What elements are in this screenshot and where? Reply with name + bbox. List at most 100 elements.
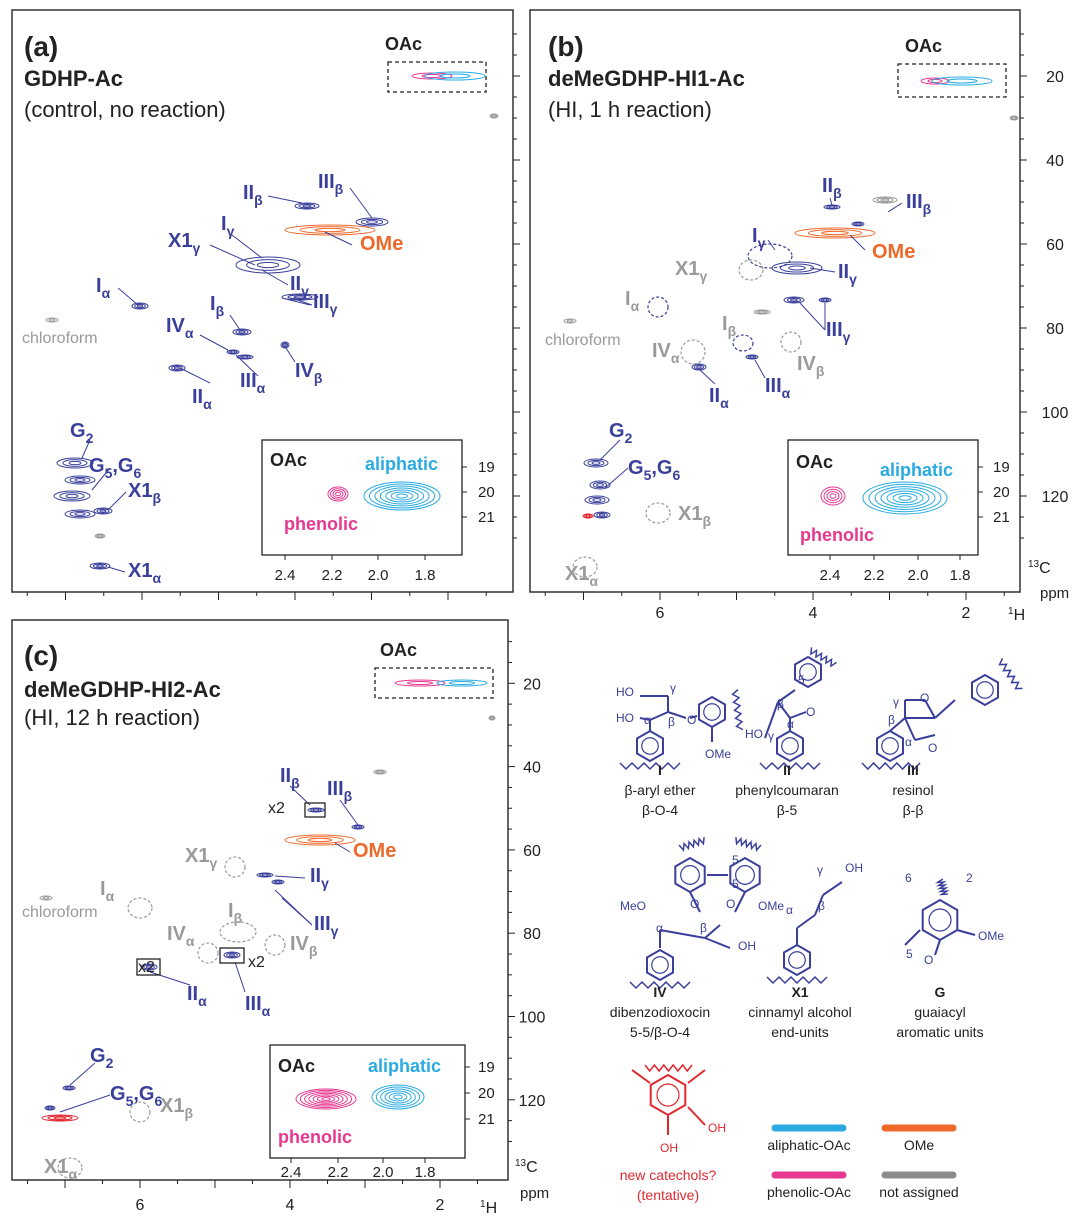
contour-peak [749, 355, 755, 359]
contour-peak [1009, 115, 1019, 121]
inset-title: OAc [270, 450, 307, 470]
contour-peak [390, 491, 414, 501]
label-part: III [765, 375, 782, 397]
inset-frame [787, 439, 979, 556]
inset-x-tick: 2.4 [820, 567, 841, 584]
contour-peak [820, 486, 846, 506]
contour-peak [92, 563, 108, 569]
contour-peak [855, 222, 861, 226]
panel-label: (b) [548, 31, 584, 62]
contour-peak [307, 807, 325, 813]
x-tick-label: 6 [136, 1197, 145, 1214]
label-part: X1 [565, 563, 589, 585]
label-part: III [240, 370, 257, 392]
contour-peak [275, 880, 281, 884]
contour-peak [47, 1106, 53, 1110]
subscript: β [314, 370, 323, 386]
contour-peak [99, 509, 107, 513]
wavy-bond [644, 1063, 693, 1073]
contour-peak [283, 343, 287, 347]
legend-label: phenolic-OAc [767, 1184, 851, 1200]
leader-line [107, 566, 126, 573]
label-part: II [709, 385, 720, 407]
wavy-bond [810, 647, 837, 668]
contour-peak [374, 485, 430, 507]
atom-label: 5 [798, 673, 805, 687]
contour-peak [235, 329, 249, 335]
dashed-circle [780, 331, 802, 353]
peak-label: X1α [44, 1156, 77, 1182]
contour-peak [41, 1114, 79, 1122]
atom-label: O [690, 897, 699, 911]
structure-name: dibenzodioxocin [610, 1004, 710, 1020]
contour-peak [375, 1086, 421, 1108]
atom-label: OH [845, 861, 863, 875]
peak-label: X1β [160, 1095, 193, 1121]
leader-line [179, 367, 211, 384]
label-part: OMe [360, 233, 403, 255]
peak-label: G5,G6 [89, 455, 141, 481]
label-part: H [486, 1200, 498, 1217]
peak-label: IIα [187, 983, 207, 1009]
label-part: III [327, 778, 344, 800]
atom-label: O [920, 691, 929, 705]
contour-peak [874, 486, 936, 510]
contour-peak [898, 495, 912, 501]
peak-label: Iα [625, 288, 640, 314]
subscript: α [631, 298, 640, 314]
label-part: I [210, 293, 216, 315]
ring [921, 898, 959, 942]
leader-line [117, 287, 139, 306]
subscript: γ [331, 923, 339, 939]
ring [971, 673, 999, 707]
bond [789, 711, 807, 719]
contour-peak [745, 354, 759, 360]
inset-frame [269, 1044, 466, 1159]
contour-peak [587, 459, 605, 467]
leader-line [291, 297, 313, 306]
leader-line [199, 334, 229, 351]
label-part: II [280, 765, 291, 787]
bond [934, 939, 941, 956]
atom-label: α [787, 717, 794, 731]
atom-label: HO [616, 711, 634, 725]
inset-y-tick: 20 [478, 484, 495, 501]
label-part: G [609, 420, 625, 442]
contour-peak [232, 328, 252, 336]
subscript: α [185, 325, 194, 341]
magnify-label: x2 [248, 954, 265, 971]
atom-label: α [644, 713, 651, 727]
ring [636, 729, 664, 763]
contour-peak [1012, 116, 1016, 120]
oac-label: OAc [380, 640, 417, 660]
subscript: β [344, 788, 353, 804]
contour-peak [592, 498, 602, 502]
inset-title: OAc [278, 1056, 315, 1076]
leader-line [829, 197, 833, 206]
structure-linkage: β-O-4 [642, 802, 678, 818]
label-part: I [228, 900, 234, 922]
bond [934, 699, 956, 719]
peak-label: IIIγ [314, 913, 339, 939]
contour-peak [304, 1091, 348, 1107]
structure-id: IV [653, 984, 667, 1000]
label-part: X1 [675, 258, 699, 280]
atom-label: HO [745, 727, 763, 741]
contour-peak [892, 492, 918, 504]
contour-peak [693, 364, 705, 370]
dashed-circle [57, 1157, 83, 1179]
bond [777, 689, 796, 703]
atom-label: O [928, 741, 937, 755]
contour-peak [868, 483, 942, 513]
contour-peak [421, 74, 443, 78]
contour-peak [96, 508, 110, 514]
contour-peak [97, 534, 103, 538]
atom-label: α [656, 921, 663, 935]
label-part: II [822, 175, 833, 197]
contour-peak [829, 493, 837, 499]
atom-label: γ [670, 681, 676, 695]
dashed-circle [127, 897, 153, 919]
ring-inner [788, 951, 806, 969]
oac-box [374, 667, 494, 699]
wavy-bond [766, 975, 828, 985]
